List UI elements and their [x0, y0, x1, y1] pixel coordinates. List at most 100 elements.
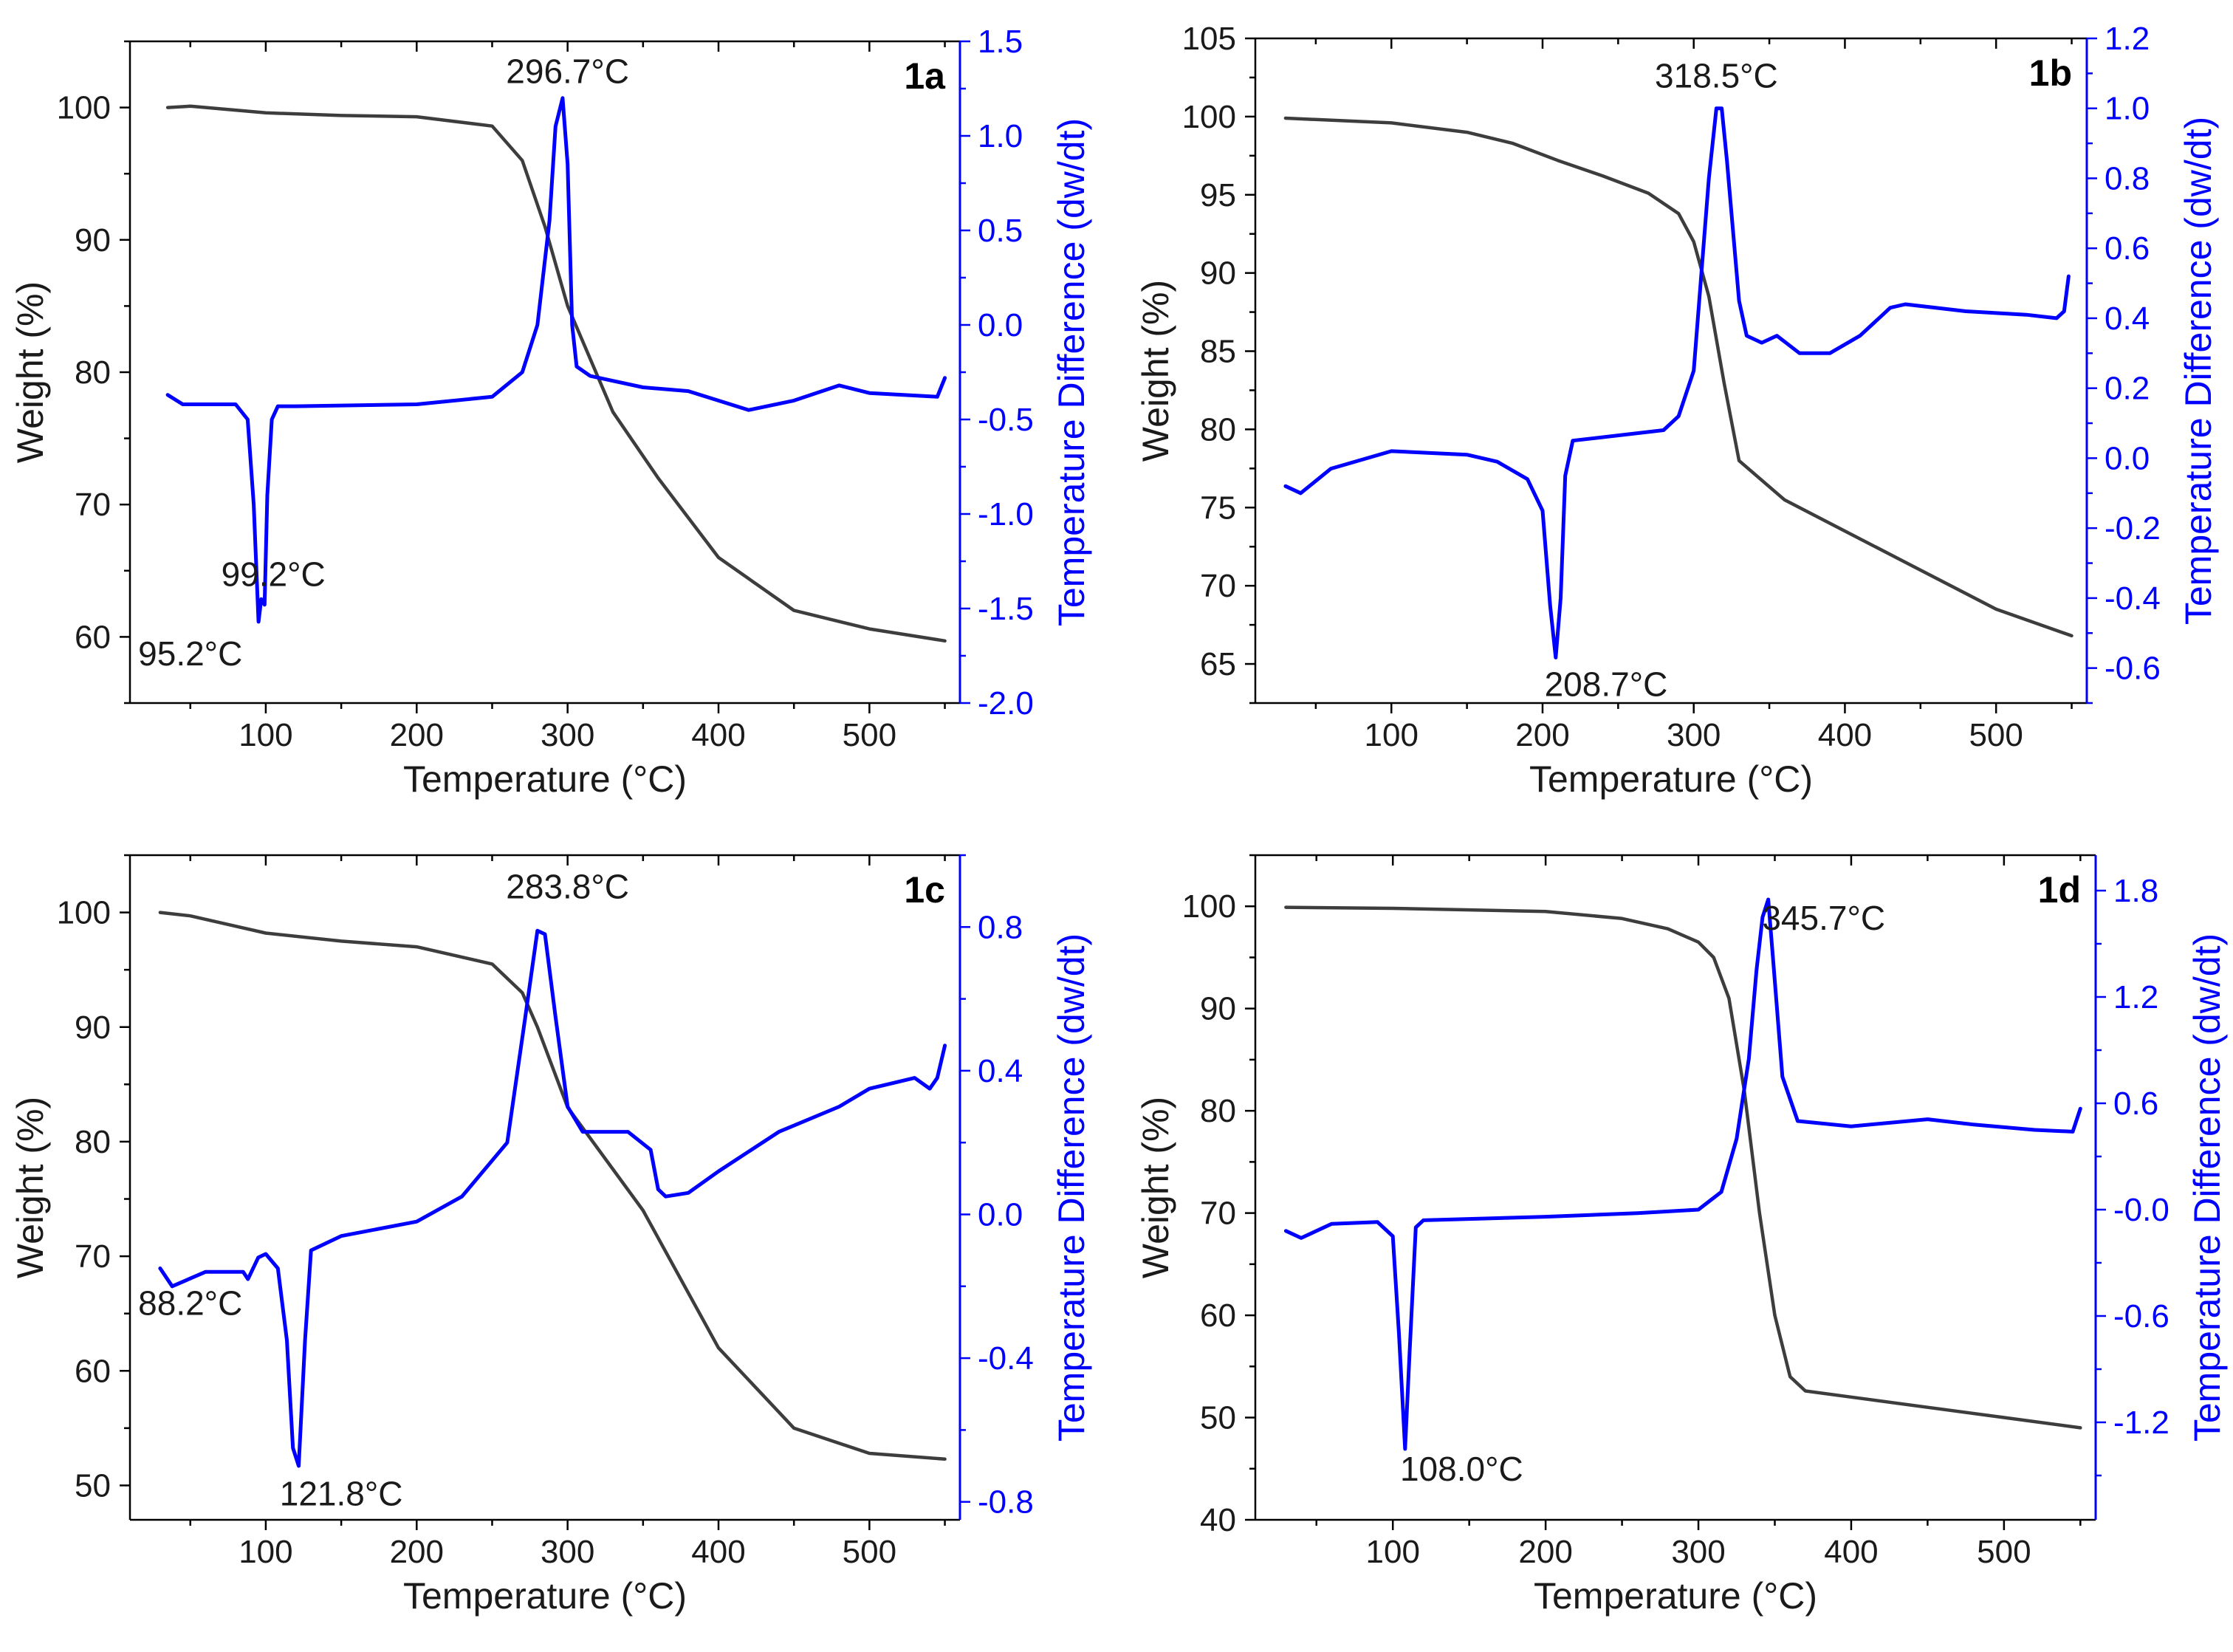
weight-curve [1283, 116, 2074, 638]
y2-tick-label: -0.4 [2105, 580, 2161, 617]
x-tick-label: 500 [1977, 1534, 2031, 1570]
peak-annotation: 88.2°C [138, 1284, 242, 1323]
x-tick-label: 300 [541, 717, 594, 753]
peak-annotation: 283.8°C [506, 867, 629, 905]
y2-tick-label: 1.0 [2105, 91, 2150, 127]
x-axis-title: Temperature (°C) [1534, 1575, 1817, 1617]
x-tick-label: 200 [390, 1534, 444, 1570]
y-tick-label: 80 [1200, 411, 1236, 448]
y-tick-label: 95 [1200, 177, 1236, 213]
y-tick-label: 65 [1200, 646, 1236, 682]
panel-label: 1b [2029, 52, 2072, 94]
y2-tick-label: -1.2 [2113, 1405, 2169, 1441]
x-tick-label: 200 [1515, 717, 1569, 753]
y2-tick-label: 0.8 [2105, 160, 2150, 196]
y-tick-label: 70 [75, 487, 111, 523]
y-tick-label: 85 [1200, 334, 1236, 370]
y2-tick-label: -0.5 [978, 402, 1034, 438]
y-tick-label: 80 [1200, 1093, 1236, 1129]
x-tick-label: 300 [541, 1534, 594, 1570]
x-tick-label: 500 [1969, 717, 2023, 753]
y2-tick-label: -0.0 [2113, 1192, 2169, 1228]
y2-tick-label: 0.6 [2105, 230, 2150, 267]
y-tick-label: 60 [75, 619, 111, 655]
peak-annotation: 121.8°C [280, 1475, 403, 1513]
x-tick-label: 300 [1667, 717, 1721, 753]
x-tick-label: 300 [1671, 1534, 1725, 1570]
y2-tick-label: -0.4 [978, 1340, 1034, 1377]
y-axis-title: Weight (%) [1135, 280, 1176, 462]
y2-tick-label: 1.5 [978, 24, 1023, 60]
peak-annotation: 345.7°C [1762, 899, 1885, 937]
x-tick-label: 200 [1518, 1534, 1572, 1570]
y2-tick-label: -0.6 [2105, 651, 2161, 687]
panel-label: 1d [2038, 869, 2081, 911]
y-tick-label: 50 [75, 1467, 111, 1504]
y-tick-label: 100 [57, 90, 111, 126]
x-axis-title: Temperature (°C) [1529, 758, 1813, 800]
x-tick-label: 400 [691, 717, 745, 753]
y-tick-label: 80 [75, 1124, 111, 1160]
y2-tick-label: -0.8 [978, 1484, 1034, 1521]
dta-curve [165, 96, 947, 624]
weight-curve [158, 911, 947, 1461]
y2-tick-label: -0.6 [2113, 1298, 2169, 1334]
y2-tick-label: 1.0 [978, 118, 1023, 154]
y2-tick-label: -0.2 [2105, 510, 2161, 546]
y2-tick-label: 0.5 [978, 213, 1023, 249]
y-tick-label: 100 [57, 895, 111, 931]
y-tick-label: 60 [1200, 1298, 1236, 1334]
y2-axis-title: Temperature Difference (dw/dt) [1051, 933, 1092, 1442]
y-tick-label: 100 [1182, 888, 1236, 925]
y2-tick-label: 0.4 [2105, 301, 2150, 337]
x-axis-title: Temperature (°C) [403, 758, 687, 800]
y2-tick-label: -1.5 [978, 591, 1034, 627]
peak-annotation: 296.7°C [506, 52, 629, 90]
dta-curve [158, 928, 947, 1468]
y-tick-label: 70 [1200, 568, 1236, 604]
y2-tick-label: 0.0 [2105, 440, 2150, 476]
y-tick-label: 90 [1200, 256, 1236, 292]
y-tick-label: 90 [75, 1010, 111, 1046]
y-tick-label: 80 [75, 354, 111, 391]
y2-tick-label: -2.0 [978, 685, 1034, 722]
y-tick-label: 60 [75, 1353, 111, 1389]
y2-tick-label: 1.2 [2113, 979, 2158, 1015]
peak-annotation: 208.7°C [1545, 665, 1668, 704]
weight-curve [165, 104, 947, 643]
y2-tick-label: -1.0 [978, 496, 1034, 532]
y-tick-label: 70 [75, 1238, 111, 1275]
x-tick-label: 100 [239, 717, 292, 753]
x-tick-label: 500 [843, 717, 896, 753]
y-tick-label: 100 [1182, 99, 1236, 135]
y2-axis-title: Temperature Difference (dw/dt) [1051, 118, 1092, 626]
y2-tick-label: 1.8 [2113, 873, 2158, 909]
x-tick-label: 500 [843, 1534, 896, 1570]
y2-tick-label: 0.4 [978, 1053, 1023, 1089]
x-tick-label: 400 [1824, 1534, 1878, 1570]
y2-tick-label: 1.2 [2105, 21, 2150, 57]
y-tick-label: 70 [1200, 1196, 1236, 1232]
panel-1d: 100 200 300 400 500 40 50 60 70 80 90 100 -1.2 -0.6 -0… [1135, 854, 2228, 1617]
y2-tick-label: 0.6 [2113, 1086, 2158, 1122]
y2-tick-label: 0.2 [2105, 371, 2150, 407]
y-axis-title: Weight (%) [10, 1097, 51, 1278]
x-axis-title: Temperature (°C) [403, 1575, 687, 1617]
dta-curve [1283, 106, 2071, 659]
dta-curve [1283, 897, 2082, 1451]
y-tick-label: 50 [1200, 1400, 1236, 1436]
y-tick-label: 75 [1200, 490, 1236, 526]
peak-annotation: 95.2°C [138, 634, 242, 673]
peak-annotation: 318.5°C [1655, 56, 1778, 95]
y-tick-label: 90 [1200, 991, 1236, 1027]
y2-tick-label: 0.8 [978, 909, 1023, 945]
x-tick-label: 400 [1818, 717, 1872, 753]
y2-axis-title: Temperature Difference (dw/dt) [2178, 117, 2219, 625]
x-tick-label: 200 [390, 717, 444, 753]
y-tick-label: 105 [1182, 21, 1236, 57]
peak-annotation: 99.2°C [222, 555, 326, 593]
y-axis-title: Weight (%) [10, 281, 51, 463]
panel-label: 1a [904, 55, 946, 97]
